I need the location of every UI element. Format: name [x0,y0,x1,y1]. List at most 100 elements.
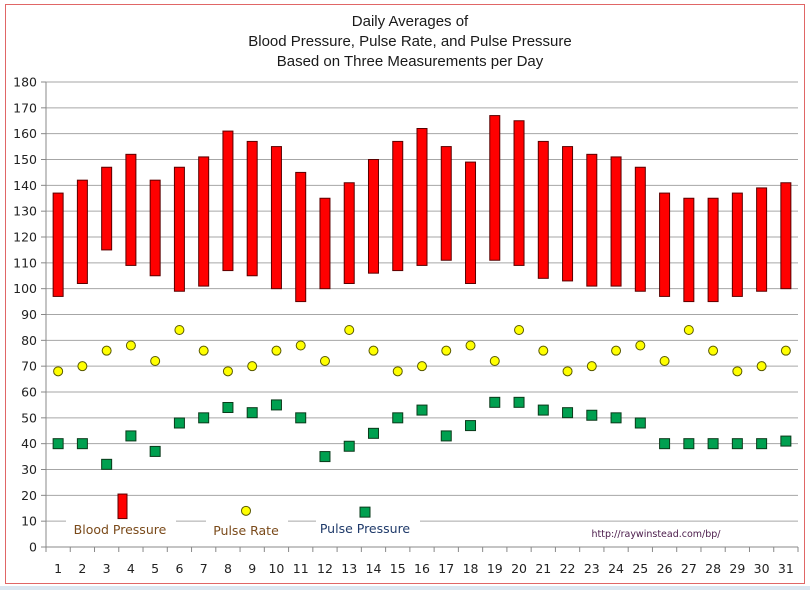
legend-pulse-rate-swatch [241,505,251,516]
y-tick-label: 120 [13,230,37,245]
pulse-rate-point [101,345,112,356]
x-tick-label: 5 [151,561,159,576]
x-tick-label: 27 [681,561,697,576]
pulse-pressure-point [295,412,307,424]
y-tick-label: 100 [13,281,37,296]
blood-pressure-bar [101,166,113,251]
blood-pressure-bar [125,153,137,266]
x-tick-label: 15 [390,561,406,576]
blood-pressure-bar [319,197,331,290]
x-tick-label: 7 [200,561,208,576]
pulse-pressure-point [343,440,355,452]
y-tick-label: 160 [13,126,37,141]
blood-pressure-bar [198,156,210,287]
y-tick-label: 110 [13,255,37,270]
blood-pressure-bar [562,146,574,282]
y-tick-label: 90 [21,307,37,322]
pulse-pressure-point [52,438,64,450]
blood-pressure-bar [659,192,671,297]
window-bottom-strip [0,586,810,590]
x-tick-label: 24 [608,561,624,576]
pulse-pressure-point [367,427,379,439]
x-tick-label: 30 [754,561,770,576]
blood-pressure-bar [76,179,88,285]
chart-frame [5,4,805,584]
blood-pressure-bar [465,161,477,284]
pulse-pressure-point [125,430,137,442]
x-tick-label: 3 [103,561,111,576]
pulse-rate-point [659,356,670,366]
pulse-rate-point [368,345,379,356]
y-tick-label: 180 [13,75,37,90]
blood-pressure-bar [149,179,161,277]
blood-pressure-bar [683,197,695,303]
blood-pressure-bar [52,192,64,297]
legend-gap [66,519,176,524]
pulse-pressure-point [707,438,719,450]
pulse-rate-point [780,345,791,356]
pulse-pressure-point [562,407,574,419]
pulse-pressure-series [52,396,792,470]
x-tick-label: 26 [657,561,673,576]
blood-pressure-bar [222,130,234,272]
blood-pressure-bar [731,192,743,297]
pulse-rate-series [53,325,791,377]
blood-pressure-bar [707,197,719,303]
x-tick-label: 22 [560,561,576,576]
pulse-rate-point [271,345,282,356]
pulse-pressure-point [489,396,501,408]
pulse-pressure-point [319,451,331,463]
y-tick-label: 130 [13,204,37,219]
x-tick-label: 14 [366,561,382,576]
y-tick-label: 40 [21,436,37,451]
chart-title-line-2: Blood Pressure, Pulse Rate, and Pulse Pr… [248,33,572,50]
pulse-rate-point [489,356,500,366]
pulse-pressure-point [659,438,671,450]
x-tick-label: 28 [705,561,721,576]
x-tick-label: 8 [224,561,232,576]
x-tick-label: 12 [317,561,333,576]
pulse-rate-point [392,366,403,377]
blood-pressure-bar [537,140,549,279]
blood-pressure-bar [343,182,355,284]
chart-title: Daily Averages of Blood Pressure, Pulse … [0,12,810,72]
x-tick-label: 2 [78,561,86,576]
x-tick-label: 20 [511,561,527,576]
legend-blood-pressure-swatch [117,493,128,520]
x-tick-label: 21 [535,561,551,576]
pulse-rate-point [465,340,476,351]
pulse-pressure-point [76,438,88,450]
blood-pressure-bar [586,153,598,287]
x-tick-label: 10 [268,561,284,576]
pulse-rate-point [441,345,452,356]
y-tick-label: 30 [21,462,37,477]
y-tick-label: 0 [29,540,37,555]
x-tick-label: 13 [341,561,357,576]
legend-label: Pulse Rate [213,523,279,538]
pulse-pressure-point [246,407,258,419]
pulse-pressure-point [537,404,549,416]
blood-pressure-bar [392,140,404,272]
pulse-rate-point [125,340,136,351]
pulse-pressure-point [149,445,161,457]
pulse-rate-point [611,345,622,356]
pulse-rate-point [514,325,525,335]
pulse-pressure-point [683,438,695,450]
x-tick-label: 1 [54,561,62,576]
pulse-pressure-point [780,435,792,447]
y-tick-label: 10 [21,514,37,529]
legend-label: Blood Pressure [74,522,167,537]
blood-pressure-bar [295,171,307,303]
x-tick-label: 18 [463,561,479,576]
legend-pulse-pressure-swatch [359,506,371,518]
pulse-rate-point [635,340,646,351]
x-tick-label: 31 [778,561,794,576]
x-tick-label: 17 [438,561,454,576]
pulse-rate-point [732,366,743,377]
pulse-pressure-point [610,412,622,424]
pulse-rate-point [150,356,161,366]
pulse-rate-point [708,345,719,356]
pulse-rate-point [344,325,355,335]
x-tick-label: 9 [248,561,256,576]
